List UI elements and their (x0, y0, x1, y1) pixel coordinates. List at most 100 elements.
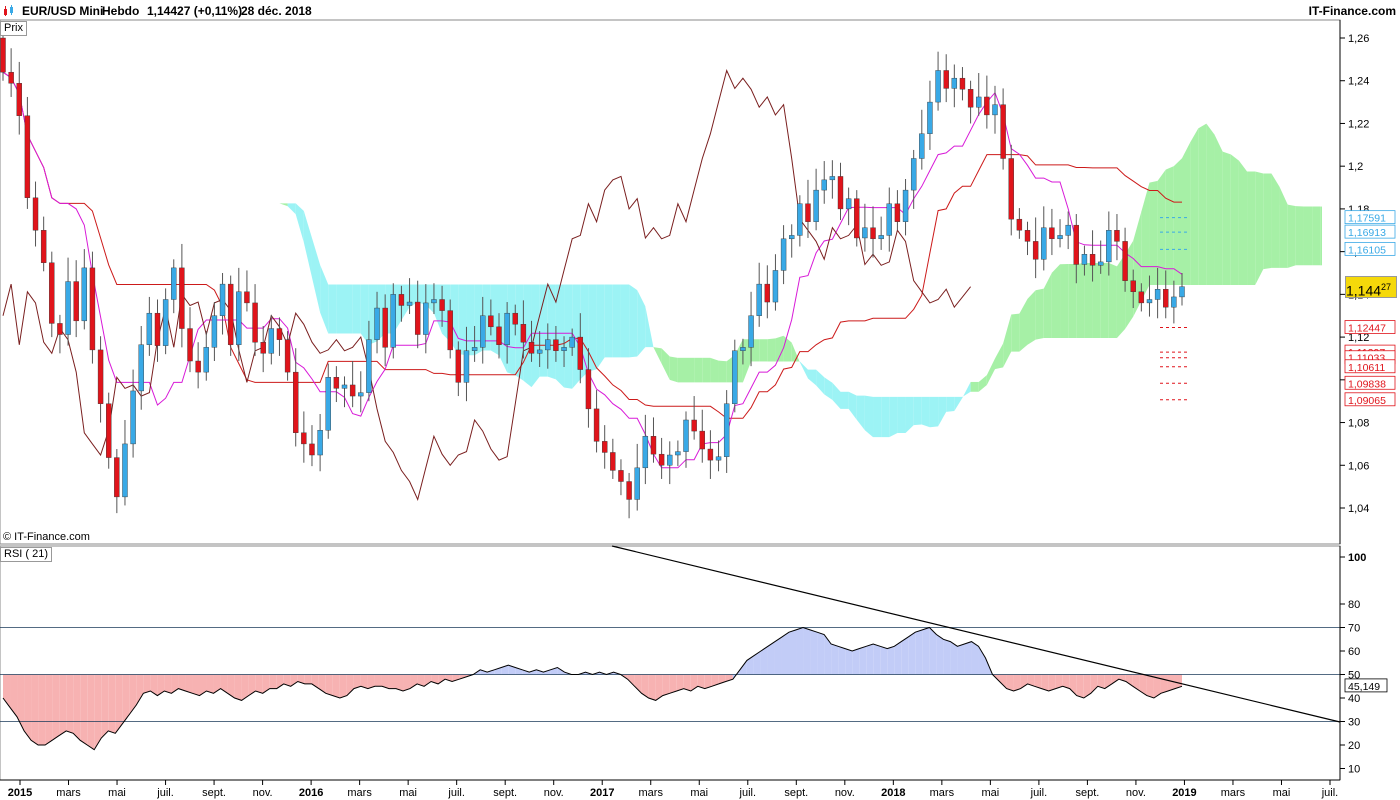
candle (837, 176, 844, 210)
candle (910, 158, 917, 191)
rsi-tick-label: 40 (1348, 693, 1360, 705)
candle (634, 467, 640, 500)
cloud-segment (637, 290, 646, 357)
time-tick-label: 2016 (299, 787, 323, 799)
rsi-fill-segment (1006, 674, 1014, 691)
cloud-segment (1141, 182, 1150, 301)
rsi-fill-segment (753, 651, 761, 675)
cloud-segment (1279, 186, 1288, 268)
rsi-fill (3, 627, 1182, 750)
date-label: 28 déc. 2018 (241, 4, 312, 18)
candle (967, 89, 974, 108)
cloud-segment (1320, 206, 1322, 266)
time-tick-label: juil. (1321, 787, 1339, 799)
period-label[interactable]: Hebdo (102, 4, 140, 18)
cloud-segment (458, 284, 467, 356)
candle (536, 349, 543, 354)
candle (252, 302, 258, 343)
candle (455, 349, 462, 383)
cloud-segment (978, 375, 987, 392)
cloud-segment (409, 284, 418, 307)
cloud-segment (913, 396, 922, 426)
cloud-segment (1011, 313, 1020, 352)
price-panel[interactable] (0, 19, 1341, 545)
rsi-tick-label: 10 (1348, 764, 1360, 776)
rsi-fill-segment (388, 674, 396, 689)
rsi-fill-segment (1132, 674, 1140, 691)
rsi-value-label: 45,149 (1348, 681, 1380, 693)
candle (195, 360, 201, 373)
cloud-segment (694, 357, 703, 383)
cloud-segment (1019, 298, 1028, 352)
rsi-fill-segment (185, 674, 193, 694)
candle (187, 328, 193, 362)
candle (715, 456, 722, 461)
cloud-segment (970, 381, 979, 392)
cloud-segment (832, 382, 841, 409)
candle (829, 176, 836, 181)
candle (333, 377, 340, 389)
candle (219, 283, 226, 316)
order-level-label: 1,09065 (1348, 395, 1386, 407)
rsi-panel[interactable] (0, 545, 1341, 781)
candle (707, 448, 714, 461)
candle (81, 267, 88, 322)
cloud-segment (572, 284, 581, 389)
time-tick-label: mars (56, 787, 81, 799)
candle (593, 408, 600, 442)
candle (114, 457, 120, 498)
candle (8, 71, 14, 84)
cloud-segment (686, 357, 695, 383)
rsi-fill-segment (290, 674, 298, 687)
rsi-fill-segment (1055, 674, 1063, 689)
candle (16, 83, 22, 116)
rsi-fill-segment (781, 632, 789, 675)
cloud-segment (1247, 171, 1256, 285)
candle (349, 384, 356, 397)
rsi-fill-segment (508, 665, 516, 675)
candle (293, 371, 299, 433)
rsi-fill-segment (1083, 674, 1091, 698)
candle (1106, 230, 1112, 263)
order-level-label: 1,16105 (1348, 244, 1386, 256)
rsi-fill-segment (59, 674, 67, 736)
cloud-segment (303, 211, 312, 278)
cloud-segment (1206, 123, 1215, 285)
price-tick-label: 1,26 (1348, 33, 1369, 45)
candle (723, 403, 730, 457)
cloud-segment (1076, 262, 1085, 338)
time-tick-label: sept. (784, 787, 808, 799)
cloud-segment (897, 396, 906, 434)
rsi-fill-segment (817, 632, 825, 675)
rsi-fill-segment (431, 674, 439, 684)
time-tick-label: nov. (1126, 787, 1146, 799)
cloud-segment (710, 357, 719, 383)
cloud-segment (653, 347, 662, 364)
rsi-fill-segment (143, 674, 151, 694)
candle (626, 481, 632, 500)
time-tick-label: mai (108, 787, 126, 799)
cloud-segment (1035, 288, 1044, 340)
rsi-fill-segment (501, 665, 509, 675)
cloud-segment (515, 284, 524, 381)
cloud-segment (1149, 180, 1158, 285)
cloud-segment (799, 361, 808, 379)
candle (1000, 104, 1006, 159)
cloud-segment (596, 284, 605, 370)
cloud-segment (905, 396, 914, 434)
candle (577, 336, 584, 370)
time-tick-label: mars (639, 787, 664, 799)
candle (927, 101, 933, 134)
rsi-fill-segment (157, 674, 165, 696)
cloud-segment (1312, 206, 1321, 266)
candle (1049, 227, 1055, 240)
candle (122, 443, 128, 498)
candle (1041, 227, 1047, 260)
candle (154, 312, 161, 346)
cloud-segment (848, 391, 857, 420)
rsi-fill-segment (339, 674, 347, 698)
candle (146, 312, 153, 345)
rsi-fill-segment (108, 674, 116, 734)
candle (1163, 289, 1169, 308)
time-tick-label: mars (930, 787, 955, 799)
